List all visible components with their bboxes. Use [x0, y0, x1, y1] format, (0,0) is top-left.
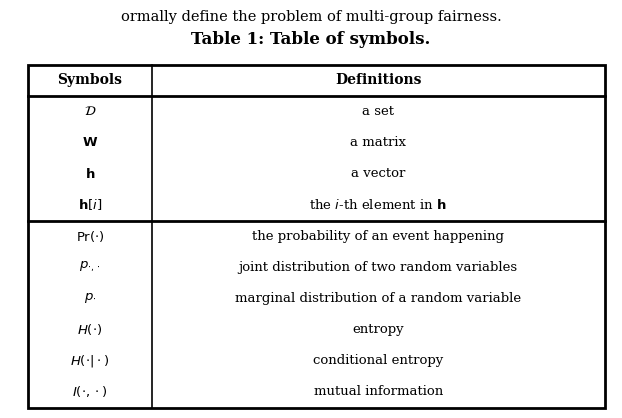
- Text: $\mathbf{h}[i]$: $\mathbf{h}[i]$: [78, 198, 102, 212]
- Text: $\mathcal{D}$: $\mathcal{D}$: [84, 105, 96, 118]
- Text: $\mathbf{W}$: $\mathbf{W}$: [82, 136, 98, 149]
- Text: marginal distribution of a random variable: marginal distribution of a random variab…: [235, 292, 521, 305]
- Text: a set: a set: [362, 105, 394, 118]
- Text: $H(\cdot)$: $H(\cdot)$: [77, 322, 103, 337]
- Text: $p_{\cdot}$: $p_{\cdot}$: [84, 291, 96, 306]
- Text: the probability of an event happening: the probability of an event happening: [253, 229, 504, 243]
- Text: a matrix: a matrix: [350, 136, 406, 149]
- Text: the $i$-th element in $\mathbf{h}$: the $i$-th element in $\mathbf{h}$: [309, 198, 447, 212]
- Text: ormally define the problem of multi-group fairness.: ormally define the problem of multi-grou…: [121, 10, 501, 24]
- Text: $H(\cdot|\cdot)$: $H(\cdot|\cdot)$: [70, 353, 109, 369]
- Text: Symbols: Symbols: [57, 74, 123, 87]
- Text: $I(\cdot,\cdot)$: $I(\cdot,\cdot)$: [72, 385, 108, 400]
- Text: mutual information: mutual information: [313, 385, 443, 398]
- Text: entropy: entropy: [353, 323, 404, 336]
- Text: $\mathbf{h}$: $\mathbf{h}$: [85, 167, 95, 181]
- Text: conditional entropy: conditional entropy: [313, 354, 443, 367]
- Bar: [28, 65, 605, 408]
- Text: $\mathrm{Pr}(\cdot)$: $\mathrm{Pr}(\cdot)$: [75, 229, 104, 244]
- Text: $p_{\cdot,\cdot}$: $p_{\cdot,\cdot}$: [79, 260, 101, 275]
- Text: a vector: a vector: [351, 167, 406, 180]
- Text: Table 1: Table of symbols.: Table 1: Table of symbols.: [192, 31, 430, 48]
- Text: joint distribution of two random variables: joint distribution of two random variabl…: [239, 261, 518, 274]
- Text: Definitions: Definitions: [335, 74, 422, 87]
